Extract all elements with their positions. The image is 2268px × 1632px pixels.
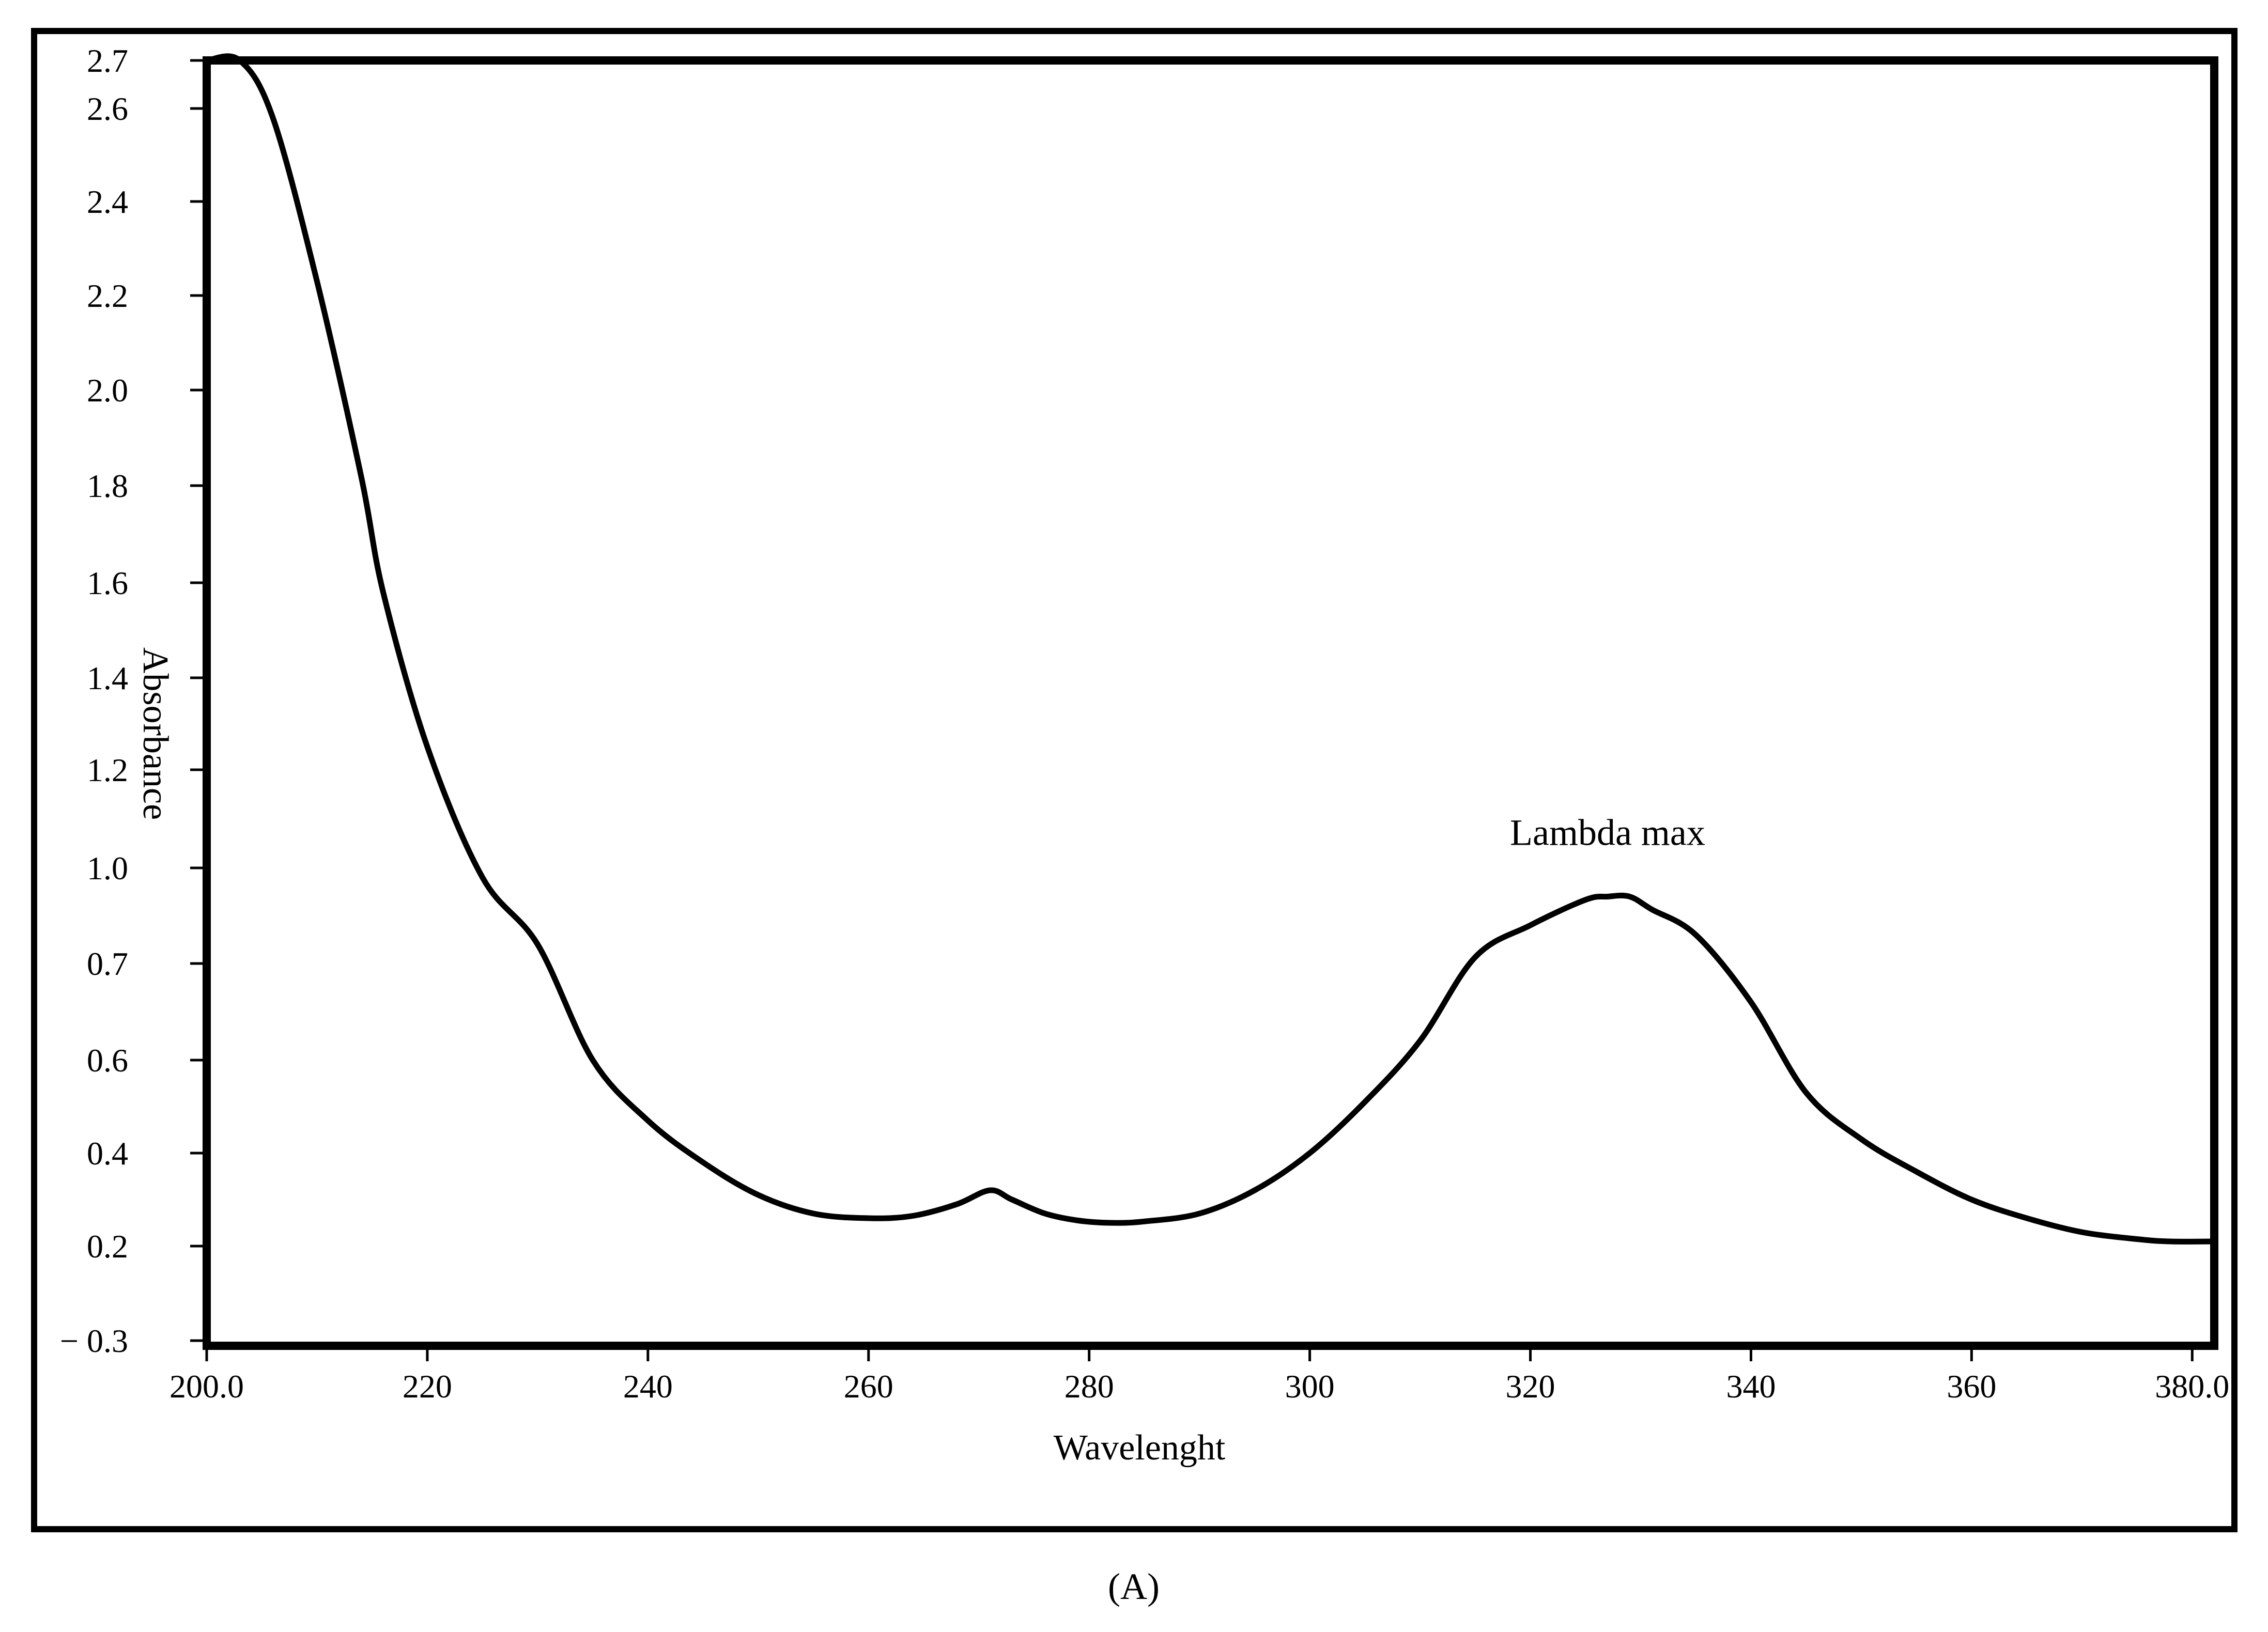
x-tick-label: 380.0 [2155,1368,2229,1405]
y-tick-label: 2.4 [87,183,128,220]
y-axis-title: Absorbance [135,647,175,820]
x-tick-label: 240 [623,1368,673,1405]
x-tick-label: 260 [844,1368,893,1405]
y-tick-label: 1.0 [87,850,128,887]
series-layer [206,53,2215,1245]
y-axis: − 0.3 0.2 0.4 0.6 0.7 1.0 1.2 1.4 1.6 1.8 2.0 2.2 2.… [60,42,207,1359]
y-tick-label: 1.4 [87,660,128,696]
y-tick-label: 2.6 [87,90,128,127]
x-tick-label: 280 [1064,1368,1114,1405]
figure-frame [31,28,2238,1532]
x-axis: 200.0 220 240 260 280 300 320 340 360 380.0 [169,1346,2229,1405]
y-tick-label: 1.2 [87,752,128,788]
x-tick-label: 200.0 [169,1368,244,1405]
y-tick-label: 2.0 [87,372,128,409]
y-tick-label: 2.2 [87,277,128,314]
x-tick-label: 300 [1285,1368,1335,1405]
y-tick-label: 0.6 [87,1042,128,1079]
x-axis-title: Wavelenght [1054,1428,1226,1468]
x-tick-label: 220 [403,1368,452,1405]
x-tick-label: 340 [1726,1368,1776,1405]
y-tick-label: − 0.3 [60,1323,128,1359]
y-tick-label: 2.7 [87,42,128,79]
lambda-max-annotation: Lambda max [1510,812,1705,853]
x-tick-label: 320 [1506,1368,1555,1405]
y-tick-label: 0.4 [87,1135,128,1172]
y-tick-label: 1.8 [87,468,128,504]
absorbance-series-line [206,53,2215,1245]
y-tick-label: 0.2 [87,1228,128,1265]
y-tick-label: 0.7 [87,945,128,982]
y-tick-label: 1.6 [87,565,128,601]
figure-caption: (A) [1108,1566,1160,1607]
plot-area-frame [203,56,2218,1350]
x-tick-label: 360 [1947,1368,1996,1405]
